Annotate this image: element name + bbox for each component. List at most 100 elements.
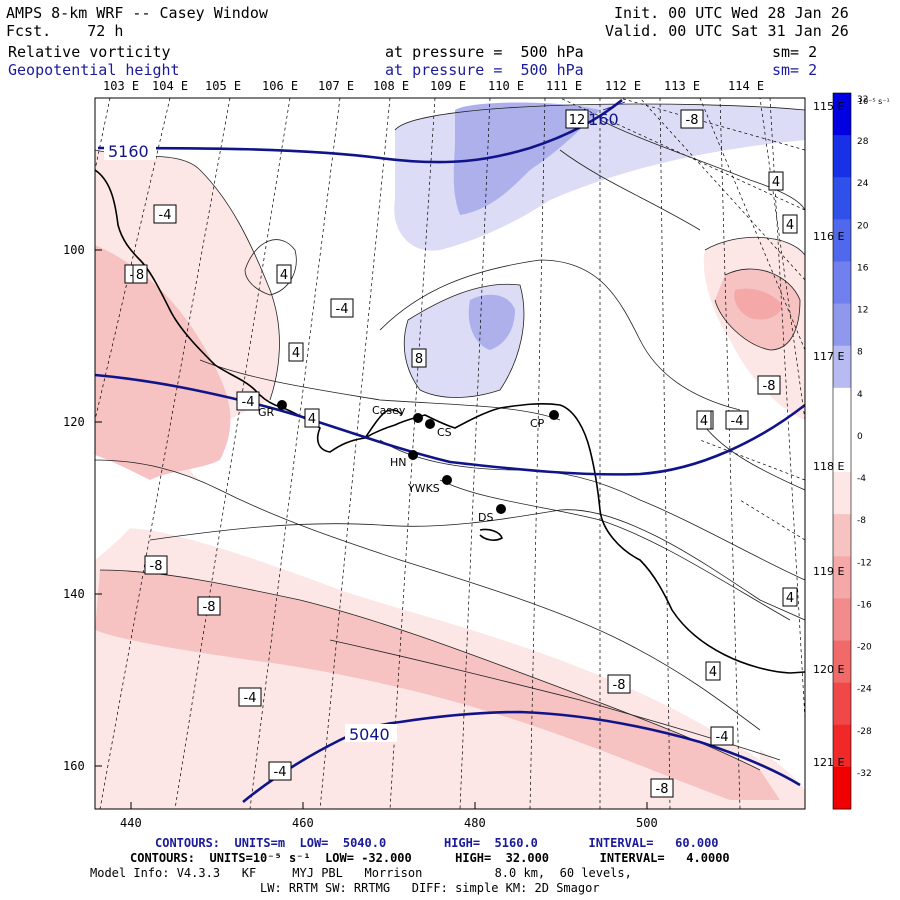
vorticity-contour-label: -8 (757, 375, 781, 395)
station-label-gr: GR (258, 406, 275, 419)
lon-label-top: 105 E (205, 79, 242, 93)
graticule (95, 98, 805, 809)
colorbar-swatch (833, 556, 851, 599)
svg-text:4: 4 (709, 665, 717, 680)
colorbar-swatch (833, 766, 851, 810)
svg-text:-4: -4 (242, 395, 255, 410)
lon-label-right: 115 E (813, 100, 844, 113)
init-time: Init. 00 UTC Wed 28 Jan 26 (614, 4, 849, 22)
geopotential-contours (95, 98, 805, 804)
vorticity-contour-label: 12 (565, 109, 589, 129)
y-axis-label-140: 140 (63, 587, 85, 601)
vorticity-contours (95, 103, 805, 771)
svg-text:4: 4 (786, 218, 794, 233)
vorticity-contour-label: -8 (650, 778, 674, 798)
svg-text:-8: -8 (150, 559, 163, 574)
vorticity-contour-label: -8 (144, 555, 168, 575)
svg-text:-4: -4 (244, 691, 257, 706)
station-label-ds: DS (478, 511, 493, 524)
lon-label-top: 111 E (546, 79, 583, 93)
vorticity-contour-label: 4 (696, 410, 712, 430)
vorticity-contour-label: -4 (236, 391, 260, 411)
station-label-cp: CP (530, 417, 545, 430)
lon-label-right: 120 E (813, 663, 844, 676)
station-label-hn: HN (390, 456, 407, 469)
colorbar-swatch (833, 219, 851, 262)
colorbar-label: 0 (857, 432, 863, 442)
vorticity-contour-label: 4 (782, 587, 798, 607)
coastline (95, 169, 805, 674)
svg-text:8: 8 (136, 268, 144, 283)
svg-text:-8: -8 (613, 678, 626, 693)
station-labels: GR Casey CS HN YWKS CP DS (258, 404, 545, 524)
colorbar-label: 8 (857, 348, 863, 358)
svg-text:4: 4 (292, 346, 300, 361)
colorbar-swatch (833, 514, 851, 557)
vorticity-contour-label: 4 (276, 264, 292, 284)
lon-label-right: 116 E (813, 230, 844, 243)
colorbar-swatch (833, 93, 851, 136)
lon-label-top: 108 E (373, 79, 410, 93)
vorticity-contour-label: -4 (238, 687, 262, 707)
svg-text:-4: -4 (716, 730, 729, 745)
station-ywks-marker (442, 475, 452, 485)
svg-text:-4: -4 (336, 302, 349, 317)
svg-text:-8: -8 (203, 600, 216, 615)
svg-text:8: 8 (415, 352, 423, 367)
svg-text:4: 4 (308, 412, 316, 427)
colorbar-label: -8 (857, 516, 866, 526)
vorticity-contour-label: 4 (782, 214, 798, 234)
station-cp-marker (549, 410, 559, 420)
lon-label-right: 118 E (813, 460, 844, 473)
station-markers (277, 400, 559, 514)
colorbar-label: 24 (857, 179, 869, 189)
vorticity-contour-label: 4 (705, 661, 721, 681)
footer-physics-info: LW: RRTM SW: RRTMG DIFF: simple KM: 2D S… (260, 881, 600, 895)
station-label-casey: Casey (372, 404, 406, 417)
colorbar-swatch (833, 472, 851, 515)
colorbar-swatch (833, 303, 851, 347)
colorbar-swatch (833, 135, 851, 178)
lon-label-right: 117 E (813, 350, 844, 363)
y-axis-label-100: 100 (63, 243, 85, 257)
vorticity-contour-label: -8 (197, 596, 221, 616)
vorticity-contour-label: -4 (268, 761, 292, 781)
field1-name: Relative vorticity (8, 43, 171, 61)
vorticity-contour-label: 4 (304, 408, 320, 428)
lon-label-right: 119 E (813, 565, 844, 578)
x-axis-label-500: 500 (636, 816, 658, 830)
vorticity-contour-label: 4 (288, 342, 304, 362)
station-casey-marker (413, 413, 423, 423)
station-ds-marker (496, 504, 506, 514)
colorbar-label: -12 (857, 558, 872, 568)
svg-text:-8: -8 (763, 379, 776, 394)
height-label-5160-left: 5160 (108, 142, 149, 161)
footer-model-info: Model Info: V4.3.3 KF MYJ PBL Morrison 8… (90, 866, 632, 880)
colorbar-label: 16 (857, 263, 869, 273)
y-axis-label-120: 120 (63, 415, 85, 429)
field1-smoothing: sm= 2 (772, 43, 818, 61)
colorbar-label: -24 (857, 685, 872, 695)
lon-label-top: 114 E (728, 79, 765, 93)
lon-label-top: 107 E (318, 79, 355, 93)
model-title: AMPS 8-km WRF -- Casey Window (6, 4, 268, 22)
svg-text:-4: -4 (274, 765, 287, 780)
x-axis-label-460: 460 (292, 816, 314, 830)
colorbar-label: 12 (857, 306, 868, 316)
svg-text:-4: -4 (731, 414, 744, 429)
colorbar-swatch (833, 177, 851, 220)
station-hn-marker (408, 450, 418, 460)
svg-text:4: 4 (786, 591, 794, 606)
height-labels: 5160 5160 5040 (104, 110, 619, 744)
colorbar-label: -4 (857, 474, 866, 484)
x-axis-label-440: 440 (120, 816, 142, 830)
field2-name: Geopotential height (8, 61, 180, 79)
forecast-hour: Fcst. 72 h (6, 22, 124, 40)
svg-text:-8: -8 (656, 782, 669, 797)
colorbar-swatch (833, 724, 851, 768)
colorbar-label: -20 (857, 643, 872, 653)
colorbar-swatch (833, 387, 851, 431)
colorbar-label: -16 (857, 600, 872, 610)
field2-smoothing: sm= 2 (772, 61, 818, 79)
